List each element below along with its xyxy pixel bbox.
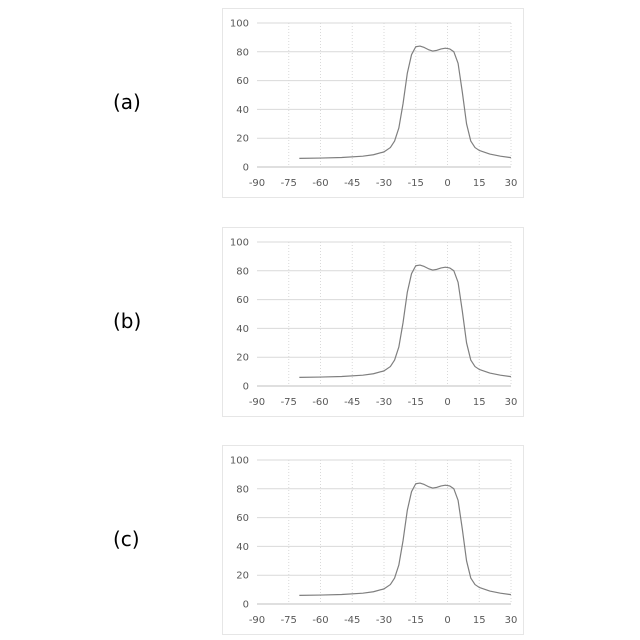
chart-c: 0 20 40 60 80 100 -90 -75 -60 -45 -30 -15 0 15 30 xyxy=(222,445,524,635)
chart-b: 0 20 40 60 80 100 -90 -75 -60 -45 -30 -15 0 15 30 xyxy=(222,227,524,417)
panel-label-c: (c) xyxy=(113,527,140,551)
x-tick-label: -90 xyxy=(249,178,265,189)
y-tick-label: 0 xyxy=(243,382,249,393)
x-tick-label: -75 xyxy=(281,615,297,626)
panel-label-a: (a) xyxy=(113,90,141,114)
x-tick-label: 15 xyxy=(473,397,486,408)
x-tick-label: -15 xyxy=(408,178,424,189)
y-tick-label: 40 xyxy=(236,324,249,335)
y-tick-label: 80 xyxy=(236,266,249,277)
x-tick-label: 0 xyxy=(444,615,450,626)
x-tick-label: -90 xyxy=(249,615,265,626)
y-tick-label: 40 xyxy=(236,105,249,116)
x-tick-label: -30 xyxy=(376,615,392,626)
x-tick-label: 0 xyxy=(444,397,450,408)
y-tick-label: 100 xyxy=(230,238,249,249)
y-tick-label: 80 xyxy=(236,47,249,58)
x-tick-label: -45 xyxy=(344,615,360,626)
x-tick-label: 30 xyxy=(505,178,518,189)
y-tick-label: 40 xyxy=(236,542,249,553)
x-tick-label: -30 xyxy=(376,178,392,189)
x-tick-label: -60 xyxy=(312,397,328,408)
y-tick-label: 80 xyxy=(236,484,249,495)
x-tick-label: -90 xyxy=(249,397,265,408)
x-tick-label: -60 xyxy=(312,178,328,189)
x-tick-label: 30 xyxy=(505,615,518,626)
x-tick-label: -45 xyxy=(344,178,360,189)
x-tick-label: 0 xyxy=(444,178,450,189)
y-tick-label: 20 xyxy=(236,134,249,145)
x-tick-label: -60 xyxy=(312,615,328,626)
y-tick-label: 0 xyxy=(243,163,249,174)
panel-label-b: (b) xyxy=(113,309,141,333)
chart-b-svg: 0 20 40 60 80 100 -90 -75 -60 -45 -30 -15 0 15 30 xyxy=(223,228,525,418)
y-tick-label: 0 xyxy=(243,600,249,611)
y-tick-label: 60 xyxy=(236,76,249,87)
x-tick-label: -15 xyxy=(408,397,424,408)
x-tick-label: -45 xyxy=(344,397,360,408)
y-tick-label: 100 xyxy=(230,456,249,467)
x-tick-label: 15 xyxy=(473,178,486,189)
x-tick-label: 15 xyxy=(473,615,486,626)
x-tick-label: -75 xyxy=(281,178,297,189)
chart-c-svg: 0 20 40 60 80 100 -90 -75 -60 -45 -30 -15 0 15 30 xyxy=(223,446,525,636)
y-tick-label: 100 xyxy=(230,19,249,30)
x-tick-label: 30 xyxy=(505,397,518,408)
y-tick-label: 20 xyxy=(236,571,249,582)
y-tick-label: 20 xyxy=(236,353,249,364)
chart-a-svg: 0 20 40 60 80 100 -90 -75 -60 -45 -30 -15 0 15 30 xyxy=(223,9,525,199)
x-tick-label: -15 xyxy=(408,615,424,626)
chart-a: 0 20 40 60 80 100 -90 -75 -60 -45 -30 -15 0 15 30 xyxy=(222,8,524,198)
y-tick-label: 60 xyxy=(236,513,249,524)
x-tick-label: -30 xyxy=(376,397,392,408)
y-tick-label: 60 xyxy=(236,295,249,306)
x-tick-label: -75 xyxy=(281,397,297,408)
